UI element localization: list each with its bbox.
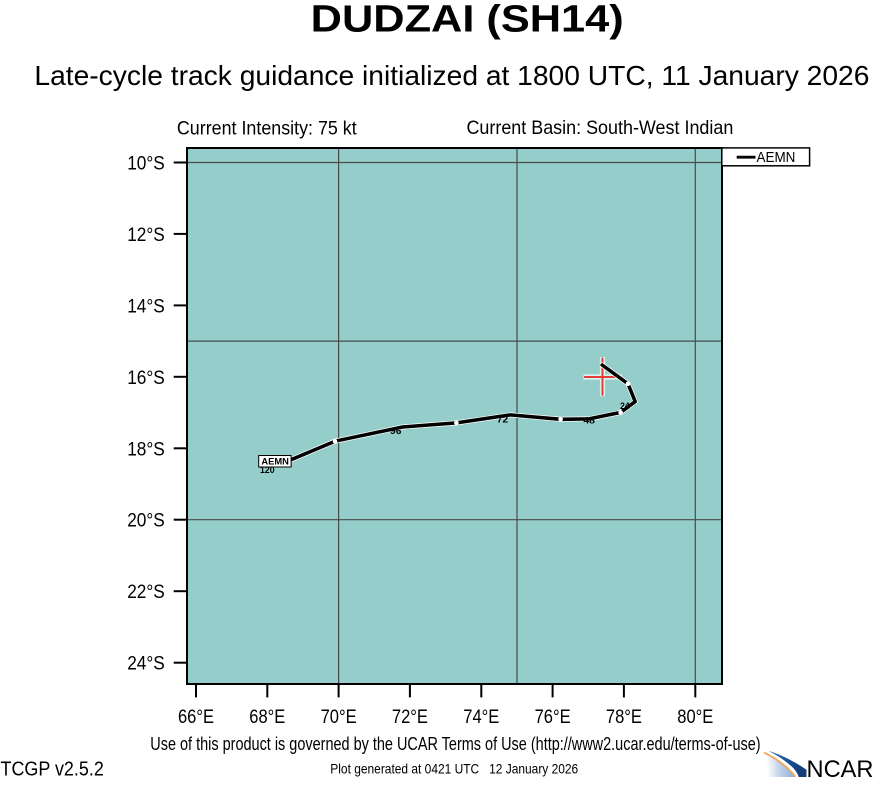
svg-text:48: 48 [583, 416, 595, 426]
svg-text:AEMN: AEMN [757, 149, 796, 166]
svg-text:74°E: 74°E [463, 706, 499, 728]
svg-text:16°S: 16°S [127, 367, 165, 389]
svg-text:Late-cycle track guidance init: Late-cycle track guidance initialized at… [34, 60, 869, 91]
svg-text:76°E: 76°E [535, 706, 571, 728]
svg-text:14°S: 14°S [127, 295, 165, 317]
svg-text:Plot generated at 0421 UTC 1: Plot generated at 0421 UTC 12 January 20… [330, 760, 578, 776]
svg-text:96: 96 [390, 426, 401, 436]
svg-text:72: 72 [497, 415, 508, 425]
svg-text:72°E: 72°E [392, 706, 428, 728]
svg-text:Current Basin: South-West Indi: Current Basin: South-West Indian [466, 117, 733, 139]
svg-text:DUDZAI (SH14): DUDZAI (SH14) [311, 0, 624, 40]
svg-text:80°E: 80°E [677, 706, 713, 728]
svg-text:Use of this product is governe: Use of this product is governed by the U… [150, 734, 760, 754]
svg-text:78°E: 78°E [606, 706, 642, 728]
svg-text:24°S: 24°S [127, 653, 165, 675]
svg-text:Current Intensity: 75 kt: Current Intensity: 75 kt [177, 117, 357, 139]
svg-text:24: 24 [620, 401, 630, 411]
svg-text:NCAR: NCAR [807, 756, 873, 780]
svg-text:22°S: 22°S [127, 581, 165, 603]
svg-text:68°E: 68°E [249, 706, 285, 728]
svg-text:18°S: 18°S [127, 438, 165, 460]
svg-text:10°S: 10°S [127, 153, 165, 175]
svg-text:66°E: 66°E [178, 706, 214, 728]
svg-text:120: 120 [260, 465, 275, 475]
svg-text:TCGP v2.5.2: TCGP v2.5.2 [1, 759, 104, 780]
svg-text:70°E: 70°E [321, 706, 357, 728]
svg-text:12°S: 12°S [127, 224, 165, 246]
svg-text:20°S: 20°S [127, 510, 165, 532]
